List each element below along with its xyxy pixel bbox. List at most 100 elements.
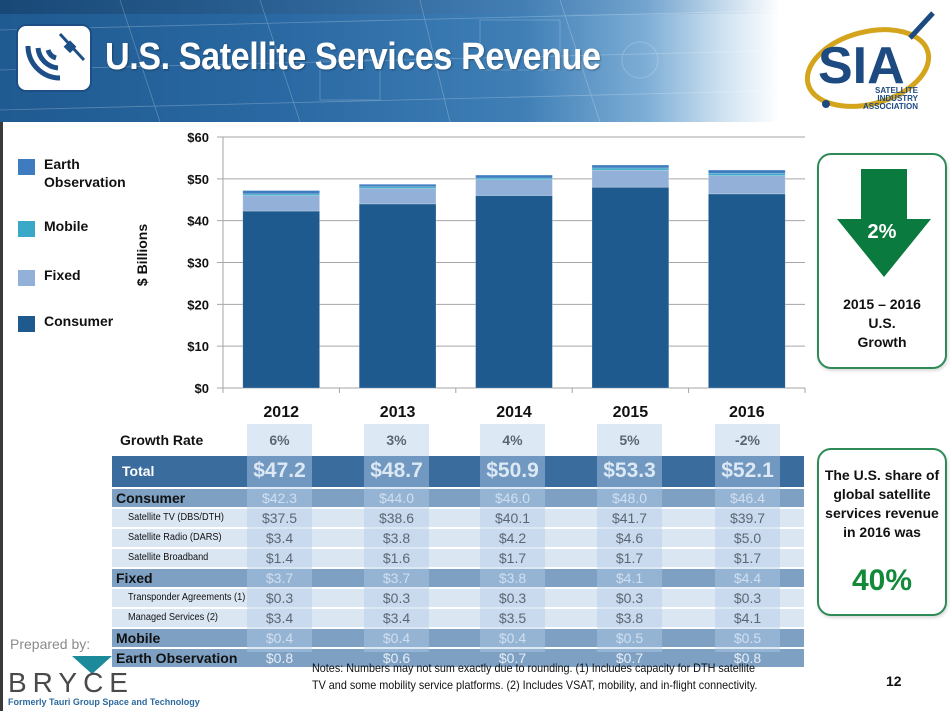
- table-cell: $3.8: [382, 530, 411, 546]
- bar-mobile-2015: [591, 167, 670, 171]
- row-label: Earth Observation: [116, 650, 238, 666]
- x-category-label: 2016: [729, 404, 765, 421]
- header-banner: U.S. Satellite Services Revenue: [0, 0, 951, 122]
- bar-consumer-2013: [358, 203, 437, 389]
- blueprint-background: [0, 0, 800, 122]
- satellite-signal-icon: [16, 24, 92, 92]
- growth-rate-value: 4%: [502, 432, 523, 448]
- table-cell: $41.7: [611, 510, 648, 526]
- growth-card: 2% 2015 – 2016 U.S. Growth: [817, 153, 947, 369]
- row-label: Satellite Radio (DARS): [128, 532, 222, 543]
- table-row-total: Total $47.2 $48.7 $50.9 $53.3 $52.1: [112, 456, 804, 487]
- legend-item-consumer: Consumer: [18, 312, 134, 332]
- growth-rate-value: 6%: [269, 432, 290, 448]
- column-highlight: [247, 424, 312, 652]
- growth-caption: 2015 – 2016 U.S. Growth: [843, 296, 921, 350]
- y-tick-label: $50: [187, 172, 209, 187]
- header-top-strip: [0, 0, 780, 14]
- bar-fixed-2013: [358, 188, 437, 205]
- table-cell: $0.8: [733, 650, 762, 666]
- table-cell: $3.7: [265, 570, 294, 586]
- bar-earth-observation-2014: [475, 174, 553, 179]
- y-axis-title: $ Billions: [134, 224, 150, 286]
- y-tick-label: $60: [187, 130, 209, 145]
- prepared-by-label: Prepared by:: [10, 636, 91, 652]
- column-highlight: [715, 424, 780, 652]
- x-category-label: 2013: [380, 404, 416, 421]
- table-cell: $50.9: [486, 459, 539, 482]
- legend-swatch: [18, 270, 35, 286]
- table-cell: $4.1: [733, 610, 762, 626]
- row-label: Satellite Broadband: [128, 552, 209, 563]
- page-number: 12: [886, 673, 902, 689]
- legend-item-fixed: Fixed: [18, 266, 134, 286]
- bar-consumer-2014: [475, 195, 553, 389]
- table-cell: $1.6: [382, 550, 411, 566]
- table-row-satellite-radio-dars: Satellite Radio (DARS) $3.4 $3.8 $4.2 $4.6 $5…: [112, 529, 804, 547]
- row-label: Satellite TV (DBS/DTH): [128, 512, 224, 523]
- bar-fixed-2016: [708, 175, 786, 195]
- table-cell: $0.6: [382, 650, 411, 666]
- legend-label: Mobile: [44, 218, 89, 234]
- footnotes: Notes: Numbers may not sum exactly due t…: [312, 661, 758, 692]
- svg-text:SATELLITE: SATELLITE: [875, 86, 919, 95]
- bar-fixed-2012: [242, 195, 320, 212]
- down-arrow-icon: [837, 169, 931, 277]
- bar-consumer-2012: [242, 210, 320, 389]
- table-cell: $42.3: [261, 490, 298, 506]
- table-cell: $46.0: [494, 490, 531, 506]
- row-label: Mobile: [116, 630, 161, 646]
- table-row-transponder-agreements-1: Transponder Agreements (1) $0.3 $0.3 $0.3 $0…: [112, 589, 804, 607]
- row-label: Total: [122, 463, 155, 479]
- bars: [242, 164, 786, 389]
- row-label: Fixed: [116, 570, 153, 586]
- table-cell: $53.3: [603, 459, 656, 482]
- stacked-bar-chart: $ Billions $0 $10 $20 $30 $40 $50 $60 2012 2013…: [134, 130, 806, 421]
- table-cell: $0.4: [498, 630, 527, 646]
- table-cell: $44.0: [378, 490, 415, 506]
- table-cell: $4.6: [615, 530, 644, 546]
- share-description: The U.S. share of global satellite servi…: [824, 467, 940, 540]
- table-row-consumer: Consumer $42.3 $44.0 $46.0 $48.0 $46.4: [112, 489, 804, 507]
- table-cell: $0.7: [615, 650, 644, 666]
- table-cell: $0.3: [265, 590, 294, 606]
- x-labels: 2012 2013 2014 2015 2016: [263, 404, 764, 421]
- growth-value: 2%: [867, 221, 897, 243]
- table-cell: $4.1: [615, 570, 644, 586]
- table-cell: $4.4: [733, 570, 762, 586]
- table-cell: $1.7: [615, 550, 644, 566]
- table-row-satellite-tv-dbs-dth: Satellite TV (DBS/DTH) $37.5 $38.6 $40.1 $41…: [112, 509, 804, 527]
- table-cell: $3.8: [615, 610, 644, 626]
- table-cell: $3.8: [498, 570, 527, 586]
- bar-mobile-2016: [708, 173, 786, 176]
- share-value: 40%: [851, 564, 913, 597]
- y-tick-label: $40: [187, 214, 209, 229]
- table-cell: $46.4: [729, 490, 766, 506]
- table-cell: $0.5: [615, 630, 644, 646]
- table-row-mobile: Mobile $0.4 $0.4 $0.4 $0.5 $0.5: [112, 629, 804, 647]
- column-highlight: [480, 424, 545, 652]
- table-cell: $0.3: [733, 590, 762, 606]
- table-cell: $3.5: [498, 610, 527, 626]
- table-cell: $39.7: [729, 510, 766, 526]
- x-category-label: 2012: [263, 404, 299, 421]
- row-label: Managed Services (2): [128, 612, 219, 623]
- table-cell: $1.7: [498, 550, 527, 566]
- table-cell: $0.3: [615, 590, 644, 606]
- y-ticks: $0 $10 $20 $30 $40 $50 $60: [187, 130, 209, 396]
- bryce-logo: BRYCE: [8, 656, 134, 694]
- legend-label: Consumer: [44, 313, 114, 329]
- table-cell: $40.1: [494, 510, 531, 526]
- table-cell: $3.4: [265, 610, 294, 626]
- table-cell: $1.4: [265, 550, 294, 566]
- legend-swatch: [18, 159, 35, 175]
- column-highlight: [364, 424, 429, 652]
- bar-consumer-2015: [591, 186, 670, 389]
- row-label: Consumer: [116, 490, 186, 506]
- growth-rate-label: Growth Rate: [120, 432, 204, 448]
- growth-rate-value: 3%: [386, 432, 407, 448]
- x-category-label: 2015: [613, 404, 649, 421]
- bar-earth-observation-2016: [708, 169, 786, 174]
- table-cell: $0.5: [733, 630, 762, 646]
- svg-text:BRYCE: BRYCE: [8, 667, 134, 694]
